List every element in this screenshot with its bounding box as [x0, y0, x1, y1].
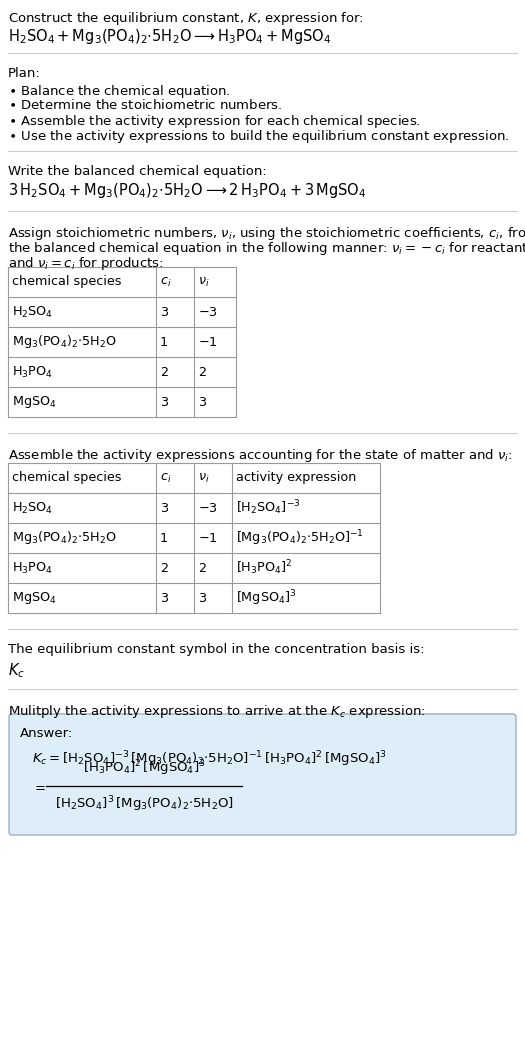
- Text: $[\mathrm{H_2SO_4}]^{3}\,[\mathrm{Mg_3(PO_4)_2{\cdot}5H_2O}]$: $[\mathrm{H_2SO_4}]^{3}\,[\mathrm{Mg_3(P…: [55, 794, 234, 813]
- Text: and $\nu_i = c_i$ for products:: and $\nu_i = c_i$ for products:: [8, 255, 164, 272]
- Text: Answer:: Answer:: [20, 727, 74, 740]
- Text: $\mathrm{H_3PO_4}$: $\mathrm{H_3PO_4}$: [12, 365, 52, 379]
- Text: $[\mathrm{H_3PO_4}]^{2}\,[\mathrm{MgSO_4}]^{3}$: $[\mathrm{H_3PO_4}]^{2}\,[\mathrm{MgSO_4…: [82, 759, 205, 778]
- Text: Write the balanced chemical equation:: Write the balanced chemical equation:: [8, 165, 267, 178]
- Text: $\nu_i$: $\nu_i$: [198, 276, 209, 288]
- Text: $-1$: $-1$: [198, 335, 218, 349]
- Text: The equilibrium constant symbol in the concentration basis is:: The equilibrium constant symbol in the c…: [8, 643, 425, 656]
- Text: 3: 3: [160, 502, 168, 515]
- Text: 3: 3: [160, 591, 168, 605]
- Text: $c_i$: $c_i$: [160, 472, 172, 484]
- Text: $\mathrm{H_2SO_4 + Mg_3(PO_4)_2{\cdot}5H_2O \longrightarrow H_3PO_4 + MgSO_4}$: $\mathrm{H_2SO_4 + Mg_3(PO_4)_2{\cdot}5H…: [8, 27, 331, 46]
- Text: 3: 3: [160, 306, 168, 319]
- Text: $[\mathrm{MgSO_4}]^{3}$: $[\mathrm{MgSO_4}]^{3}$: [236, 588, 297, 608]
- Text: $[\mathrm{H_2SO_4}]^{-3}$: $[\mathrm{H_2SO_4}]^{-3}$: [236, 499, 301, 518]
- Text: $[\mathrm{H_3PO_4}]^{2}$: $[\mathrm{H_3PO_4}]^{2}$: [236, 559, 292, 577]
- Text: $-3$: $-3$: [198, 502, 218, 515]
- Text: $-3$: $-3$: [198, 306, 218, 319]
- Text: $\bullet$ Balance the chemical equation.: $\bullet$ Balance the chemical equation.: [8, 83, 230, 100]
- Text: $\bullet$ Determine the stoichiometric numbers.: $\bullet$ Determine the stoichiometric n…: [8, 99, 282, 112]
- Text: Plan:: Plan:: [8, 67, 41, 80]
- Text: 2: 2: [160, 562, 168, 574]
- Text: chemical species: chemical species: [12, 472, 121, 484]
- Text: $\mathrm{3\,H_2SO_4 + Mg_3(PO_4)_2{\cdot}5H_2O \longrightarrow 2\,H_3PO_4 + 3\,M: $\mathrm{3\,H_2SO_4 + Mg_3(PO_4)_2{\cdot…: [8, 181, 366, 200]
- Text: 3: 3: [198, 591, 206, 605]
- Text: $\mathrm{MgSO_4}$: $\mathrm{MgSO_4}$: [12, 394, 57, 410]
- Text: $\mathrm{Mg_3(PO_4)_2{\cdot}5H_2O}$: $\mathrm{Mg_3(PO_4)_2{\cdot}5H_2O}$: [12, 529, 117, 546]
- Text: $\mathrm{H_2SO_4}$: $\mathrm{H_2SO_4}$: [12, 501, 53, 516]
- Text: Assign stoichiometric numbers, $\nu_i$, using the stoichiometric coefficients, $: Assign stoichiometric numbers, $\nu_i$, …: [8, 225, 525, 242]
- Text: 3: 3: [160, 395, 168, 409]
- Text: $-1$: $-1$: [198, 531, 218, 545]
- Text: 2: 2: [198, 366, 206, 378]
- Text: $K_c$: $K_c$: [8, 661, 25, 680]
- Text: $=$: $=$: [32, 781, 46, 793]
- Text: $\mathrm{Mg_3(PO_4)_2{\cdot}5H_2O}$: $\mathrm{Mg_3(PO_4)_2{\cdot}5H_2O}$: [12, 333, 117, 350]
- Text: 2: 2: [198, 562, 206, 574]
- Text: $c_i$: $c_i$: [160, 276, 172, 288]
- Text: Assemble the activity expressions accounting for the state of matter and $\nu_i$: Assemble the activity expressions accoun…: [8, 447, 513, 464]
- Text: 1: 1: [160, 335, 168, 349]
- Text: chemical species: chemical species: [12, 276, 121, 288]
- Text: $\nu_i$: $\nu_i$: [198, 472, 209, 484]
- Text: $\bullet$ Use the activity expressions to build the equilibrium constant express: $\bullet$ Use the activity expressions t…: [8, 128, 509, 145]
- Text: $\mathrm{MgSO_4}$: $\mathrm{MgSO_4}$: [12, 590, 57, 606]
- Text: the balanced chemical equation in the following manner: $\nu_i = -c_i$ for react: the balanced chemical equation in the fo…: [8, 240, 525, 257]
- Text: $[\mathrm{Mg_3(PO_4)_2{\cdot}5H_2O}]^{-1}$: $[\mathrm{Mg_3(PO_4)_2{\cdot}5H_2O}]^{-1…: [236, 528, 364, 548]
- Text: $K_c = [\mathrm{H_2SO_4}]^{-3}\,[\mathrm{Mg_3(PO_4)_2{\cdot}5H_2O}]^{-1}\,[\math: $K_c = [\mathrm{H_2SO_4}]^{-3}\,[\mathrm…: [32, 749, 387, 768]
- Text: activity expression: activity expression: [236, 472, 356, 484]
- Text: $\mathrm{H_3PO_4}$: $\mathrm{H_3PO_4}$: [12, 561, 52, 575]
- Text: $\mathrm{H_2SO_4}$: $\mathrm{H_2SO_4}$: [12, 305, 53, 320]
- Text: 2: 2: [160, 366, 168, 378]
- Text: 1: 1: [160, 531, 168, 545]
- Text: Construct the equilibrium constant, $K$, expression for:: Construct the equilibrium constant, $K$,…: [8, 10, 364, 27]
- Text: $\bullet$ Assemble the activity expression for each chemical species.: $\bullet$ Assemble the activity expressi…: [8, 113, 421, 130]
- Text: Mulitply the activity expressions to arrive at the $K_c$ expression:: Mulitply the activity expressions to arr…: [8, 703, 426, 720]
- FancyBboxPatch shape: [9, 714, 516, 835]
- Text: 3: 3: [198, 395, 206, 409]
